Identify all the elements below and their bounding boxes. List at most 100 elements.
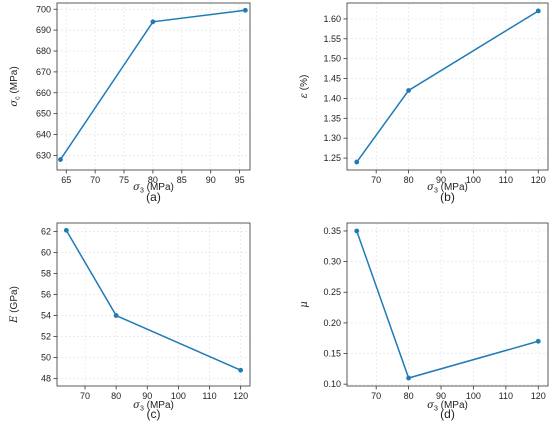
x-tick-label: 70: [90, 175, 100, 185]
y-tick-label: 660: [36, 88, 51, 98]
x-tick-label: 120: [233, 391, 248, 401]
data-point: [58, 157, 63, 162]
axis-unit: (MPa): [144, 182, 174, 193]
x-tick-label: 75: [119, 175, 129, 185]
x-tick-label: 95: [235, 175, 245, 185]
axis-unit: (MPa): [438, 182, 468, 193]
axis-symbol: σ: [427, 400, 435, 411]
y-tick-label: 0.10: [323, 379, 341, 389]
axis-unit: (GPa): [9, 286, 20, 315]
x-tick-label: 120: [531, 391, 546, 401]
panel-caption: (a): [146, 190, 161, 204]
x-tick-label: 90: [436, 391, 446, 401]
plot-frame: [346, 2, 549, 171]
y-tick-label: 690: [36, 25, 51, 35]
x-tick-label: 100: [466, 175, 481, 185]
data-point: [63, 227, 69, 233]
axis-symbol: σ: [133, 182, 141, 193]
y-tick-label: 630: [36, 150, 51, 160]
axis-subscript: 3: [434, 406, 438, 413]
y-tick-label: 1.30: [323, 133, 341, 143]
x-tick-label: 90: [206, 175, 216, 185]
axis-unit: (MPa): [9, 66, 20, 96]
axis-subscript: 3: [140, 188, 144, 195]
data-point: [535, 8, 541, 14]
panel-caption: (b): [440, 190, 455, 204]
axis-symbol: σ: [133, 400, 141, 411]
x-tick-label: 80: [111, 391, 121, 401]
panel-a: 65 70 75 80 85 90 95630640650660670680690700σ3…: [9, 2, 251, 204]
axis-unit: (MPa): [438, 400, 468, 411]
panel-d: 70 80 90 100 110 120 0.10 0.15 0.20 0.25 0.30 0.35 σ…: [299, 222, 549, 421]
panel-caption: (d): [440, 407, 455, 421]
y-tick-label: 670: [36, 67, 51, 77]
data-point: [113, 313, 119, 318]
series-line: [356, 10, 539, 163]
data-point: [238, 367, 244, 373]
y-tick-label: 48: [41, 374, 51, 384]
x-tick-label: 85: [177, 175, 187, 185]
y-tick-label: 58: [41, 268, 51, 278]
y-axis-label: E (GPa): [9, 286, 20, 324]
y-tick-label: 60: [41, 247, 51, 257]
data-point: [354, 228, 360, 234]
x-tick-label: 80: [148, 175, 158, 185]
y-tick-label: 1.50: [323, 54, 341, 64]
y-tick-label: 0.25: [323, 287, 341, 297]
data-point: [406, 88, 411, 93]
x-tick-label: 70: [371, 175, 381, 185]
axis-subscript: 3: [434, 188, 438, 195]
plot-frame: [56, 222, 251, 387]
x-tick-label: 120: [531, 175, 546, 185]
y-tick-label: 50: [41, 353, 51, 363]
data-point: [150, 19, 156, 25]
y-tick-label: 650: [36, 109, 51, 119]
y-tick-label: 62: [41, 226, 51, 236]
x-tick-label: 90: [142, 391, 152, 401]
plot-frame: [346, 222, 549, 387]
x-tick-label: 110: [499, 175, 513, 185]
series-line: [356, 230, 539, 379]
y-axis-label: ε (%): [299, 75, 310, 99]
axis-subscript: 3: [140, 406, 144, 413]
y-tick-label: 52: [41, 332, 51, 342]
x-tick-label: 65: [61, 175, 71, 185]
y-tick-label: 0.15: [323, 349, 341, 359]
axis-symbol: E: [9, 315, 20, 324]
x-tick-label: 110: [499, 391, 513, 401]
series-line: [65, 229, 241, 371]
axis-subscript: c: [15, 96, 22, 100]
y-tick-label: 640: [36, 130, 51, 140]
data-point: [242, 7, 248, 13]
axis-unit: (MPa): [144, 400, 174, 411]
x-axis-label: σ3 (MPa): [427, 400, 468, 413]
axis-symbol: ε: [299, 93, 310, 98]
y-axis-label: μ: [299, 301, 310, 308]
y-tick-label: 680: [36, 46, 51, 56]
data-point: [535, 338, 541, 344]
x-axis-label: σ3 (MPa): [133, 182, 174, 195]
y-axis-label: σc (MPa): [9, 66, 22, 106]
x-axis-label: σ3 (MPa): [427, 182, 468, 195]
axis-symbol: σ: [427, 182, 435, 193]
x-tick-label: 100: [171, 391, 186, 401]
x-tick-label: 70: [371, 391, 381, 401]
x-tick-label: 80: [404, 391, 414, 401]
y-tick-label: 54: [41, 311, 51, 321]
y-tick-label: 0.35: [323, 226, 341, 236]
x-tick-label: 70: [80, 391, 90, 401]
x-tick-label: 110: [202, 391, 216, 401]
x-tick-label: 80: [404, 175, 414, 185]
y-tick-label: 1.60: [323, 14, 341, 24]
y-tick-label: 0.30: [323, 257, 341, 267]
panel-b: 70 80 90 100 110 120 1.25 1.30 1.35 1.40 1.45 1.50 1…: [299, 2, 549, 204]
y-tick-label: 1.55: [323, 34, 341, 44]
data-point: [406, 375, 411, 381]
y-tick-label: 1.40: [323, 93, 341, 103]
axis-symbol: σ: [9, 99, 20, 107]
panel-c: 70 80 90 100 110 120 48 50 52 54 56 58 60 62 σ3 (MPa) E…: [9, 222, 251, 421]
axis-unit: (%): [299, 75, 310, 93]
y-tick-label: 700: [36, 4, 51, 14]
y-tick-label: 56: [41, 290, 51, 300]
